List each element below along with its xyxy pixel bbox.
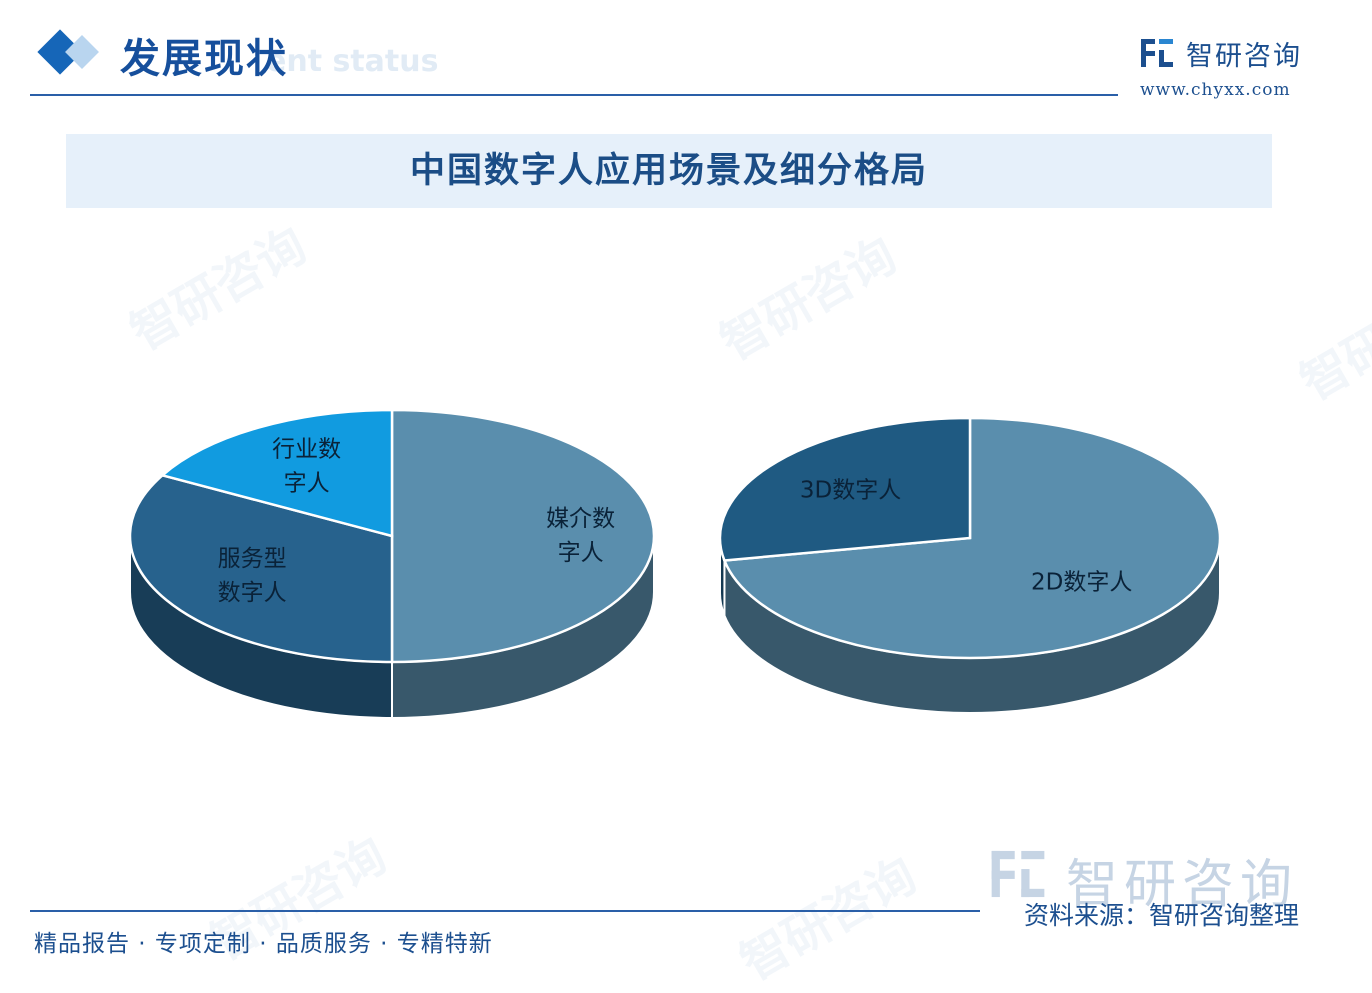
header: ent status 发展现状 智研咨询 www.chyxx.com <box>0 0 1372 100</box>
brand-name: 智研咨询 <box>1186 41 1302 72</box>
slice-label-line: 字人 <box>284 470 330 496</box>
slice-label: 媒介数字人 <box>546 506 615 566</box>
pie-slice <box>390 408 656 664</box>
slice-label: 行业数字人 <box>272 436 341 496</box>
slice-label-line: 媒介数 <box>546 506 615 532</box>
section-title: 发展现状 <box>120 36 288 82</box>
slice-label-line: 3D数字人 <box>800 477 901 503</box>
pie-slice <box>159 408 394 538</box>
slice-label: 3D数字人 <box>800 477 901 503</box>
section-subtitle: ent status <box>266 44 439 79</box>
header-divider <box>30 94 1118 96</box>
pie-slice <box>722 416 1222 660</box>
slice-label-line: 行业数 <box>272 436 341 462</box>
chart-title-band: 中国数字人应用场景及细分格局 <box>66 134 1272 208</box>
slice-label-line: 字人 <box>558 540 604 566</box>
brand-logo-icon <box>1141 39 1173 67</box>
slice-label-line: 数字人 <box>218 579 287 605</box>
slice-label-line: 服务型 <box>218 545 287 571</box>
brand-url[interactable]: www.chyxx.com <box>1140 80 1291 100</box>
pie-slice <box>718 416 972 562</box>
pie-slice <box>128 473 394 664</box>
slice-label: 2D数字人 <box>1031 569 1132 595</box>
footer-divider <box>30 910 980 912</box>
footer-logo-icon <box>991 850 1045 898</box>
source-note: 资料来源：智研咨询整理 <box>1024 901 1300 930</box>
chart-title: 中国数字人应用场景及细分格局 <box>409 151 928 191</box>
footer-logo-text: 智研咨询 <box>1066 855 1299 915</box>
footer-slogan: 精品报告 · 专项定制 · 品质服务 · 专精特新 <box>34 931 493 957</box>
slice-label-line: 2D数字人 <box>1031 569 1132 595</box>
slice-label: 服务型数字人 <box>218 545 287 605</box>
